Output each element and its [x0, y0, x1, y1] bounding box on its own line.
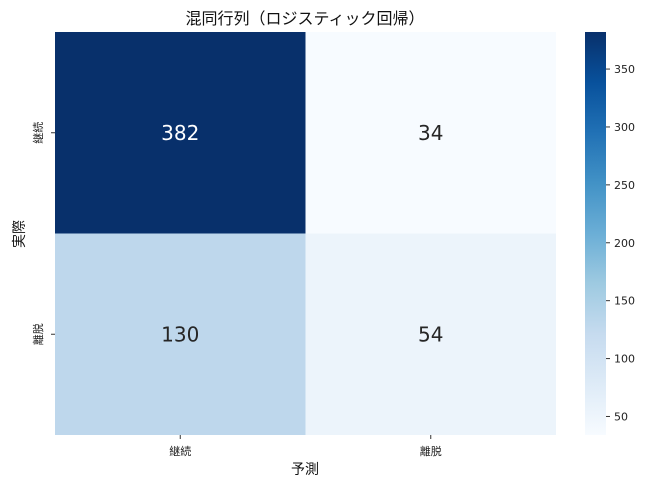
- cell-value-label: 382: [161, 121, 199, 145]
- x-tick-label: 継続: [169, 444, 191, 458]
- colorbar-tick-label: 250: [614, 179, 635, 192]
- colorbar-ticks: 50 100 150 200 250 300 350: [606, 63, 635, 423]
- colorbar-tick-label: 100: [614, 353, 635, 366]
- x-tick-labels: 継続 離脱: [169, 435, 442, 458]
- heatmap-cells: 382 34 130 54: [55, 32, 556, 435]
- cell-value-label: 34: [418, 121, 443, 145]
- cell-value-label: 54: [418, 322, 443, 346]
- x-tick-label: 離脱: [420, 444, 442, 458]
- y-axis-label: 実際: [12, 220, 28, 248]
- chart-title: 混同行列（ロジスティック回帰）: [185, 9, 424, 28]
- x-axis-label: 予測: [291, 462, 319, 478]
- colorbar: [585, 32, 606, 435]
- colorbar-tick-label: 300: [614, 121, 635, 134]
- y-tick-label: 継続: [31, 122, 45, 144]
- heatmap-cell: [305, 233, 556, 435]
- colorbar-tick-label: 150: [614, 295, 635, 308]
- heatmap-cell: [55, 32, 306, 234]
- heatmap-cell: [55, 233, 306, 435]
- y-tick-label: 離脱: [31, 323, 45, 345]
- cell-value-label: 130: [161, 322, 199, 346]
- colorbar-tick-label: 200: [614, 237, 635, 250]
- colorbar-tick-label: 350: [614, 63, 635, 76]
- colorbar-tick-label: 50: [614, 410, 628, 423]
- heatmap-cell: [305, 32, 556, 234]
